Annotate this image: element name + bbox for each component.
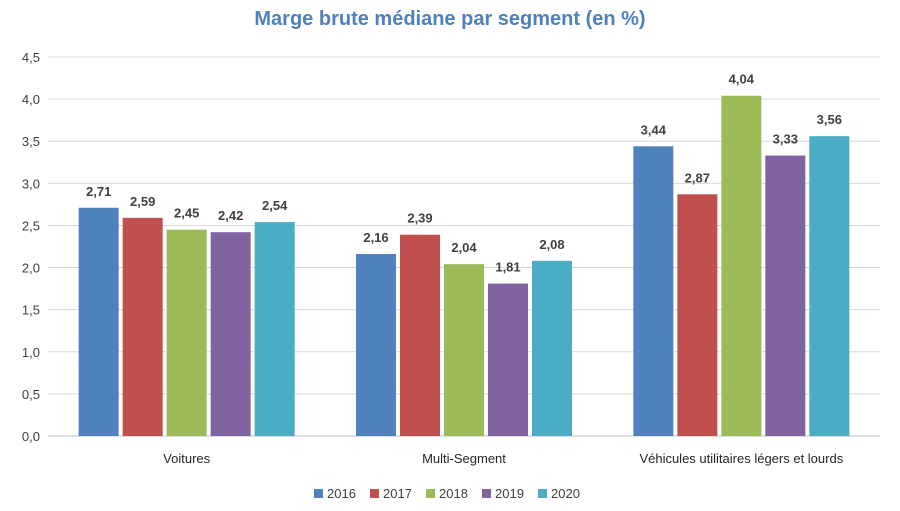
data-label: 3,44	[641, 122, 667, 137]
bar-2019	[488, 283, 528, 436]
data-label: 2,39	[407, 211, 432, 226]
legend-label: 2019	[495, 486, 524, 501]
data-label: 2,59	[130, 194, 155, 209]
data-label: 2,16	[363, 230, 388, 245]
data-label: 2,71	[86, 184, 111, 199]
data-label: 2,54	[262, 198, 288, 213]
data-label: 2,87	[685, 170, 710, 185]
y-tick-label: 0,0	[22, 429, 40, 444]
legend-swatch-2017	[370, 489, 379, 498]
legend-label: 2020	[551, 486, 580, 501]
data-label: 2,45	[174, 206, 199, 221]
bar-2019	[210, 232, 251, 436]
data-label: 2,04	[451, 240, 477, 255]
data-label: 2,08	[539, 237, 564, 252]
x-tick-label: Multi-Segment	[422, 451, 506, 466]
y-tick-label: 1,5	[22, 303, 40, 318]
bar-2020	[532, 260, 572, 436]
x-tick-label: Véhicules utilitaires légers et lourds	[639, 451, 843, 466]
legend-label: 2017	[383, 486, 412, 501]
legend-swatch-2019	[482, 489, 491, 498]
y-tick-label: 2,5	[22, 218, 40, 233]
bar-2017	[122, 217, 163, 436]
legend-swatch-2018	[426, 489, 435, 498]
bar-2016	[633, 146, 674, 436]
bar-2020	[254, 222, 295, 436]
data-label: 3,56	[817, 112, 842, 127]
y-tick-label: 2,0	[22, 261, 40, 276]
bar-2017	[400, 234, 440, 436]
bar-2017	[677, 194, 718, 436]
y-tick-label: 4,0	[22, 92, 40, 107]
legend-label: 2018	[439, 486, 468, 501]
bar-2016	[78, 207, 119, 436]
bar-2020	[809, 136, 850, 436]
legend-swatch-2016	[314, 489, 323, 498]
chart-title: Marge brute médiane par segment (en %)	[254, 8, 645, 30]
x-tick-label: Voitures	[163, 451, 210, 466]
data-label: 3,33	[773, 132, 798, 147]
bar-2016	[356, 254, 396, 436]
bar-2018	[444, 264, 484, 436]
y-tick-label: 0,5	[22, 387, 40, 402]
bar-2019	[765, 155, 806, 437]
bar-2018	[721, 95, 762, 437]
y-tick-label: 1,0	[22, 345, 40, 360]
y-tick-label: 4,5	[22, 50, 40, 65]
data-label: 1,81	[495, 260, 520, 275]
bar-2018	[166, 229, 207, 436]
data-label: 2,42	[218, 208, 243, 223]
data-label: 4,04	[729, 72, 755, 87]
legend-swatch-2020	[538, 489, 547, 498]
legend-label: 2016	[327, 486, 356, 501]
y-tick-label: 3,5	[22, 134, 40, 149]
y-tick-label: 3,0	[22, 176, 40, 191]
